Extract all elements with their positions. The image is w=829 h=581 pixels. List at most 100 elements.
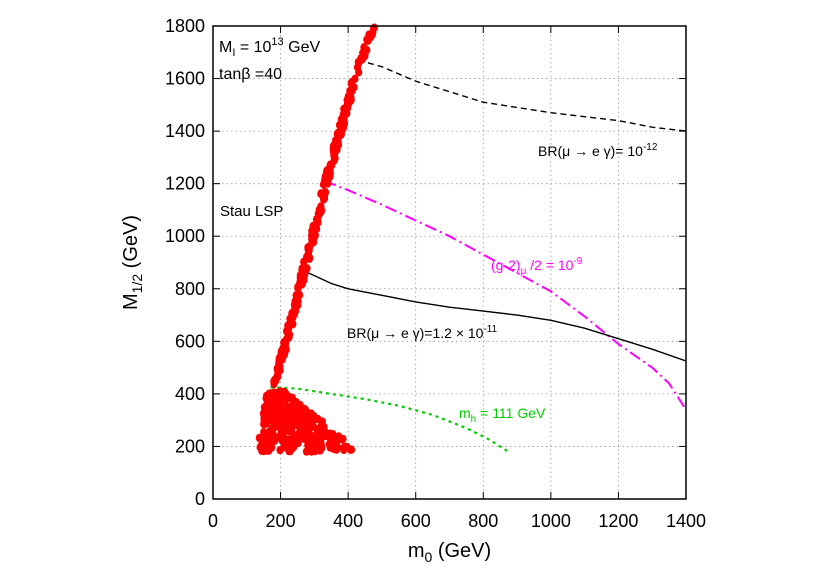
info-text-mass: MI = 1013 GeV bbox=[219, 36, 320, 59]
y-tick-label: 600 bbox=[175, 331, 205, 351]
curve-3 bbox=[270, 386, 511, 454]
curve-0 bbox=[358, 59, 687, 132]
curves bbox=[270, 59, 687, 454]
scatter-point bbox=[309, 422, 317, 431]
y-axis-title: M1/2 (GeV) bbox=[120, 215, 145, 310]
scatter-point bbox=[329, 430, 337, 439]
scatter-point bbox=[286, 417, 294, 426]
scatter-point bbox=[340, 107, 349, 116]
x-axis-title: m0 (GeV) bbox=[408, 540, 491, 565]
x-tick-label: 600 bbox=[401, 511, 431, 531]
scatter-point bbox=[316, 446, 324, 455]
info-text-tanbeta: tanβ =40 bbox=[219, 66, 282, 83]
y-tick-label: 1000 bbox=[165, 226, 205, 246]
x-tick-label: 1400 bbox=[666, 511, 706, 531]
scatter-point bbox=[283, 411, 291, 420]
scatter-point bbox=[292, 436, 300, 445]
scatter-point bbox=[304, 438, 312, 447]
plot-frame bbox=[212, 25, 687, 500]
scatter-point bbox=[311, 231, 319, 240]
scatter-point bbox=[297, 409, 305, 419]
x-tick-label: 1200 bbox=[598, 511, 638, 531]
scatter-point bbox=[284, 321, 292, 330]
x-tick-label: 800 bbox=[468, 511, 498, 531]
curve-label-mh: mh = 111 GeV bbox=[459, 405, 546, 425]
y-tick-label: 1600 bbox=[165, 69, 205, 89]
scatter-point bbox=[285, 330, 294, 339]
scatter-point bbox=[357, 54, 365, 63]
scatter-point bbox=[364, 36, 372, 45]
scatter-point bbox=[333, 137, 341, 146]
curve-1 bbox=[324, 180, 687, 411]
y-tick-label: 800 bbox=[175, 279, 205, 299]
scatter-points bbox=[255, 23, 378, 456]
scatter-point bbox=[343, 442, 351, 452]
region-label-stau-lsp: Stau LSP bbox=[220, 203, 283, 220]
y-tick-label: 400 bbox=[175, 384, 205, 404]
y-tick-label: 1800 bbox=[165, 16, 205, 36]
scatter-point bbox=[347, 79, 355, 88]
scatter-point bbox=[271, 406, 279, 416]
scatter-point bbox=[279, 343, 287, 353]
scatter-point bbox=[295, 291, 304, 300]
scatter-point bbox=[266, 436, 274, 446]
scatter-point bbox=[255, 433, 263, 443]
x-tick-label: 200 bbox=[266, 511, 296, 531]
scatter-point bbox=[331, 155, 339, 164]
scatter-point bbox=[348, 85, 356, 95]
scatter-point bbox=[303, 252, 311, 261]
scatter-point bbox=[294, 282, 302, 292]
y-tick-label: 1200 bbox=[165, 174, 205, 194]
scatter-point bbox=[329, 144, 337, 153]
scatter-point bbox=[278, 436, 286, 445]
scatter-point bbox=[260, 419, 268, 429]
scatter-point bbox=[301, 416, 309, 425]
scatter-point bbox=[335, 432, 343, 441]
scatter-point bbox=[278, 355, 286, 364]
scatter-point bbox=[260, 428, 268, 437]
scatter-point bbox=[271, 418, 279, 427]
scatter-point bbox=[311, 220, 319, 230]
scatter-point bbox=[337, 115, 345, 124]
scatter-point bbox=[274, 397, 282, 406]
x-tick-label: 400 bbox=[333, 511, 363, 531]
scatter-point bbox=[316, 429, 324, 438]
scatter-point bbox=[337, 130, 345, 139]
scatter-point bbox=[279, 425, 287, 434]
curve-label-g-2: (g-2)μ /2 = 10-9 bbox=[491, 256, 583, 277]
y-tick-label: 1400 bbox=[165, 121, 205, 141]
curve-2 bbox=[302, 269, 687, 362]
scatter-point bbox=[266, 442, 274, 452]
scatter-point bbox=[284, 438, 292, 448]
axis-ticks: 0 200 400 600 800 1000 1200 1400 0 200 400 600 800 10… bbox=[165, 16, 706, 531]
scatter-point bbox=[347, 93, 355, 103]
scatter-point bbox=[317, 189, 325, 198]
scatter-point bbox=[307, 409, 315, 418]
y-tick-label: 0 bbox=[195, 489, 205, 509]
scatter-point bbox=[259, 444, 267, 454]
scatter-point bbox=[262, 410, 271, 420]
scatter-point bbox=[268, 400, 276, 409]
x-tick-label: 1000 bbox=[531, 511, 571, 531]
curve-label-br-1e-12: BR(μ → e γ)= 10-12 bbox=[538, 142, 658, 159]
scatter-point bbox=[325, 440, 333, 449]
y-tick-label: 200 bbox=[175, 436, 205, 456]
scatter-point bbox=[333, 445, 341, 454]
scatter-point bbox=[269, 429, 277, 438]
scatter-point bbox=[300, 271, 308, 280]
scatter-point bbox=[288, 395, 296, 404]
scatter-point bbox=[307, 445, 315, 455]
scatter-point bbox=[296, 427, 304, 436]
scatter-point bbox=[289, 307, 298, 316]
scatter-point bbox=[281, 392, 289, 401]
scatter-point bbox=[303, 264, 311, 273]
scatter-point bbox=[326, 171, 334, 180]
scatter-point bbox=[360, 43, 368, 52]
scatter-point bbox=[337, 123, 345, 132]
x-tick-label: 0 bbox=[208, 511, 218, 531]
scatter-point bbox=[287, 403, 295, 413]
curve-label-br-1.2e-11: BR(μ → e γ)=1.2 × 10-11 bbox=[347, 324, 498, 341]
scatter-point bbox=[270, 379, 278, 389]
scatter-point bbox=[317, 439, 325, 449]
